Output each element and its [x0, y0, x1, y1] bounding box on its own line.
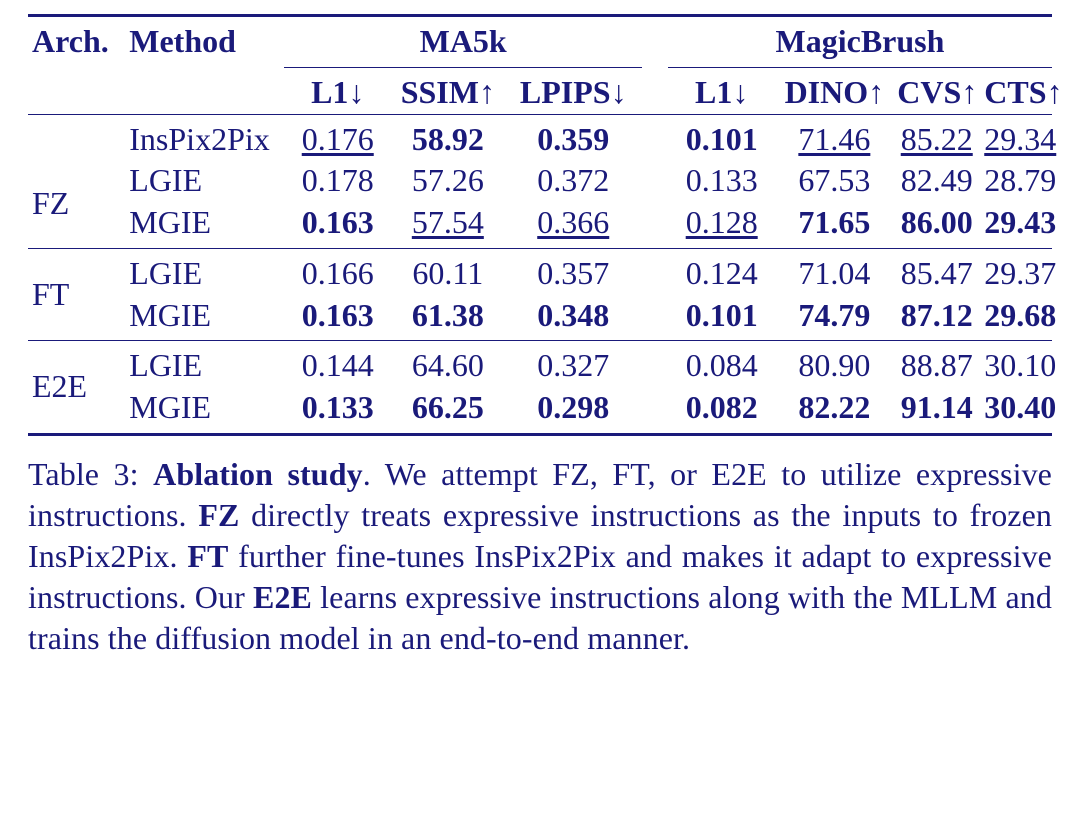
cell-value: 67.53: [775, 160, 893, 202]
cell-value: 0.178: [284, 160, 392, 202]
cell-value: 66.25: [392, 387, 505, 434]
table-row: MGIE 0.163 61.38 0.348 0.101 74.79 87.12…: [28, 295, 1052, 341]
cell-method: InsPix2Pix: [125, 114, 284, 160]
cell-method: LGIE: [125, 248, 284, 294]
cell-arch: FT: [28, 248, 125, 341]
col-cts: CTS↑: [980, 67, 1052, 114]
cell-value: 30.40: [980, 387, 1052, 434]
cell-value: 0.298: [504, 387, 642, 434]
cell-value: 0.084: [668, 341, 776, 387]
cell-method: MGIE: [125, 202, 284, 248]
cell-value: 0.166: [284, 248, 392, 294]
cell-value: 71.04: [775, 248, 893, 294]
col-gap: [642, 16, 668, 68]
cell-value: 87.12: [893, 295, 980, 341]
cell-value: 0.366: [504, 202, 642, 248]
cell-value: 0.133: [668, 160, 776, 202]
col-ssim: SSIM↑: [392, 67, 505, 114]
cell-value: 0.144: [284, 341, 392, 387]
caption-label: Table 3:: [28, 456, 139, 492]
table-caption: Table 3: Ablation study. We attempt FZ, …: [28, 454, 1052, 659]
cell-value: 0.101: [668, 295, 776, 341]
col-lpips: LPIPS↓: [504, 67, 642, 114]
cell-value: 71.46: [775, 114, 893, 160]
cell-value: 88.87: [893, 341, 980, 387]
table-row: MGIE 0.133 66.25 0.298 0.082 82.22 91.14…: [28, 387, 1052, 434]
table-row: E2E LGIE 0.144 64.60 0.327 0.084 80.90 8…: [28, 341, 1052, 387]
cell-arch: E2E: [28, 341, 125, 435]
page: Arch. Method MA5k MagicBrush L1↓ SSIM↑ L…: [0, 0, 1080, 824]
cell-method: MGIE: [125, 295, 284, 341]
caption-term-e2e: E2E: [253, 579, 312, 615]
cell-value: 0.128: [668, 202, 776, 248]
cell-value: 85.22: [893, 114, 980, 160]
cell-value: 60.11: [392, 248, 505, 294]
cell-value: 29.68: [980, 295, 1052, 341]
caption-term-ft: FT: [187, 538, 228, 574]
cell-value: 0.133: [284, 387, 392, 434]
cell-value: 0.176: [284, 114, 392, 160]
header-row-1: Arch. Method MA5k MagicBrush: [28, 16, 1052, 68]
cell-value: 29.37: [980, 248, 1052, 294]
col-l1b: L1↓: [668, 67, 776, 114]
cell-method: LGIE: [125, 160, 284, 202]
cell-value: 29.34: [980, 114, 1052, 160]
table-row: FT LGIE 0.166 60.11 0.357 0.124 71.04 85…: [28, 248, 1052, 294]
cell-value: 0.348: [504, 295, 642, 341]
colgroup-ma5k: MA5k: [284, 16, 642, 68]
results-table: Arch. Method MA5k MagicBrush L1↓ SSIM↑ L…: [28, 14, 1052, 436]
cell-value: 64.60: [392, 341, 505, 387]
col-cvs: CVS↑: [893, 67, 980, 114]
cell-value: 61.38: [392, 295, 505, 341]
cell-value: 29.43: [980, 202, 1052, 248]
cell-value: 80.90: [775, 341, 893, 387]
cell-value: 0.163: [284, 202, 392, 248]
cell-value: 0.163: [284, 295, 392, 341]
col-method: Method: [125, 16, 284, 68]
cell-value: 86.00: [893, 202, 980, 248]
cell-value: 91.14: [893, 387, 980, 434]
cell-value: 0.327: [504, 341, 642, 387]
cell-value: 0.101: [668, 114, 776, 160]
cell-method: MGIE: [125, 387, 284, 434]
table-row: MGIE 0.163 57.54 0.366 0.128 71.65 86.00…: [28, 202, 1052, 248]
cell-value: 0.372: [504, 160, 642, 202]
cell-value: 0.359: [504, 114, 642, 160]
cell-value: 0.124: [668, 248, 776, 294]
cell-value: 0.357: [504, 248, 642, 294]
cell-value: 57.26: [392, 160, 505, 202]
colgroup-magicbrush: MagicBrush: [668, 16, 1052, 68]
header-row-2: L1↓ SSIM↑ LPIPS↓ L1↓ DINO↑ CVS↑ CTS↑: [28, 67, 1052, 114]
cell-value: 28.79: [980, 160, 1052, 202]
col-arch: Arch.: [28, 16, 125, 68]
cell-value: 85.47: [893, 248, 980, 294]
cell-value: 71.65: [775, 202, 893, 248]
caption-title: Ablation study: [153, 456, 363, 492]
cell-value: 30.10: [980, 341, 1052, 387]
cell-value: 82.22: [775, 387, 893, 434]
cell-value: 58.92: [392, 114, 505, 160]
cell-value: 57.54: [392, 202, 505, 248]
table-row: InsPix2Pix 0.176 58.92 0.359 0.101 71.46…: [28, 114, 1052, 160]
cell-method: LGIE: [125, 341, 284, 387]
cell-arch: FZ: [28, 160, 125, 248]
cell-value: 0.082: [668, 387, 776, 434]
cell-value: 82.49: [893, 160, 980, 202]
caption-term-fz: FZ: [198, 497, 239, 533]
col-l1a: L1↓: [284, 67, 392, 114]
cell-value: 74.79: [775, 295, 893, 341]
table-row: FZ LGIE 0.178 57.26 0.372 0.133 67.53 82…: [28, 160, 1052, 202]
col-dino: DINO↑: [775, 67, 893, 114]
